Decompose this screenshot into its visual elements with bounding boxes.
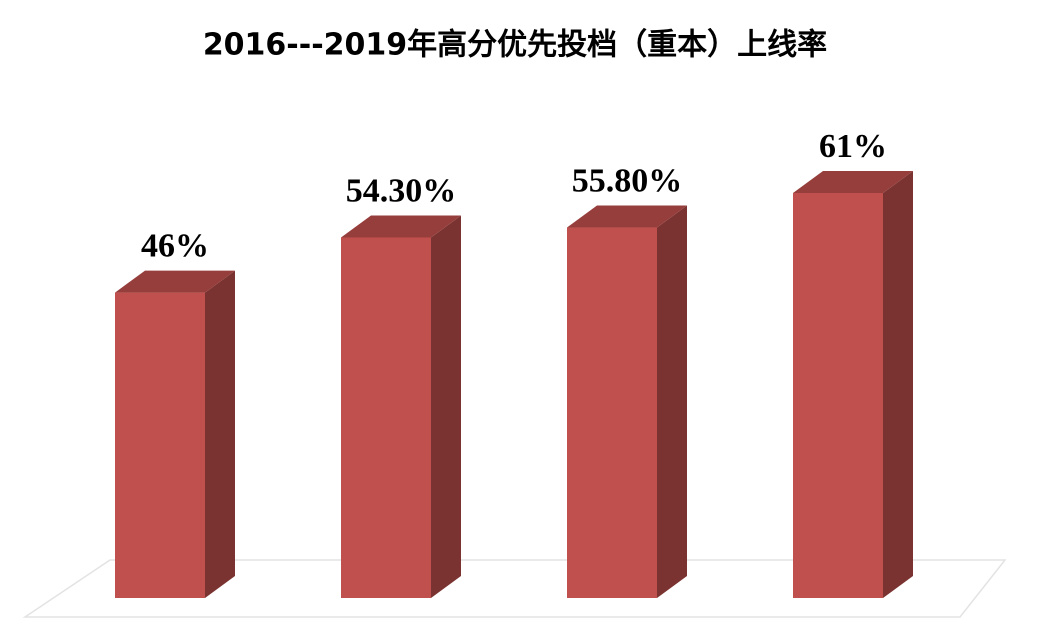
bar — [341, 237, 431, 598]
bar — [793, 193, 883, 598]
bar — [567, 227, 657, 598]
bar-side — [205, 270, 235, 598]
data-label: 61% — [819, 128, 887, 165]
bars: 46% 54.30% 55.80% 61% — [115, 128, 913, 598]
bar-side — [431, 215, 461, 598]
bar — [115, 292, 205, 598]
floor — [22, 559, 1007, 618]
bar-top — [793, 171, 913, 193]
data-label: 55.80% — [572, 163, 683, 200]
bar-side — [657, 205, 687, 598]
bar-top — [341, 215, 461, 238]
data-label: 54.30% — [346, 172, 457, 209]
bar-side — [883, 171, 913, 598]
chart-title: 2016---2019年高分优先投档（重本）上线率 — [203, 28, 827, 63]
data-label: 46% — [141, 228, 209, 265]
bar-top — [567, 205, 687, 228]
bar-top — [115, 270, 235, 293]
